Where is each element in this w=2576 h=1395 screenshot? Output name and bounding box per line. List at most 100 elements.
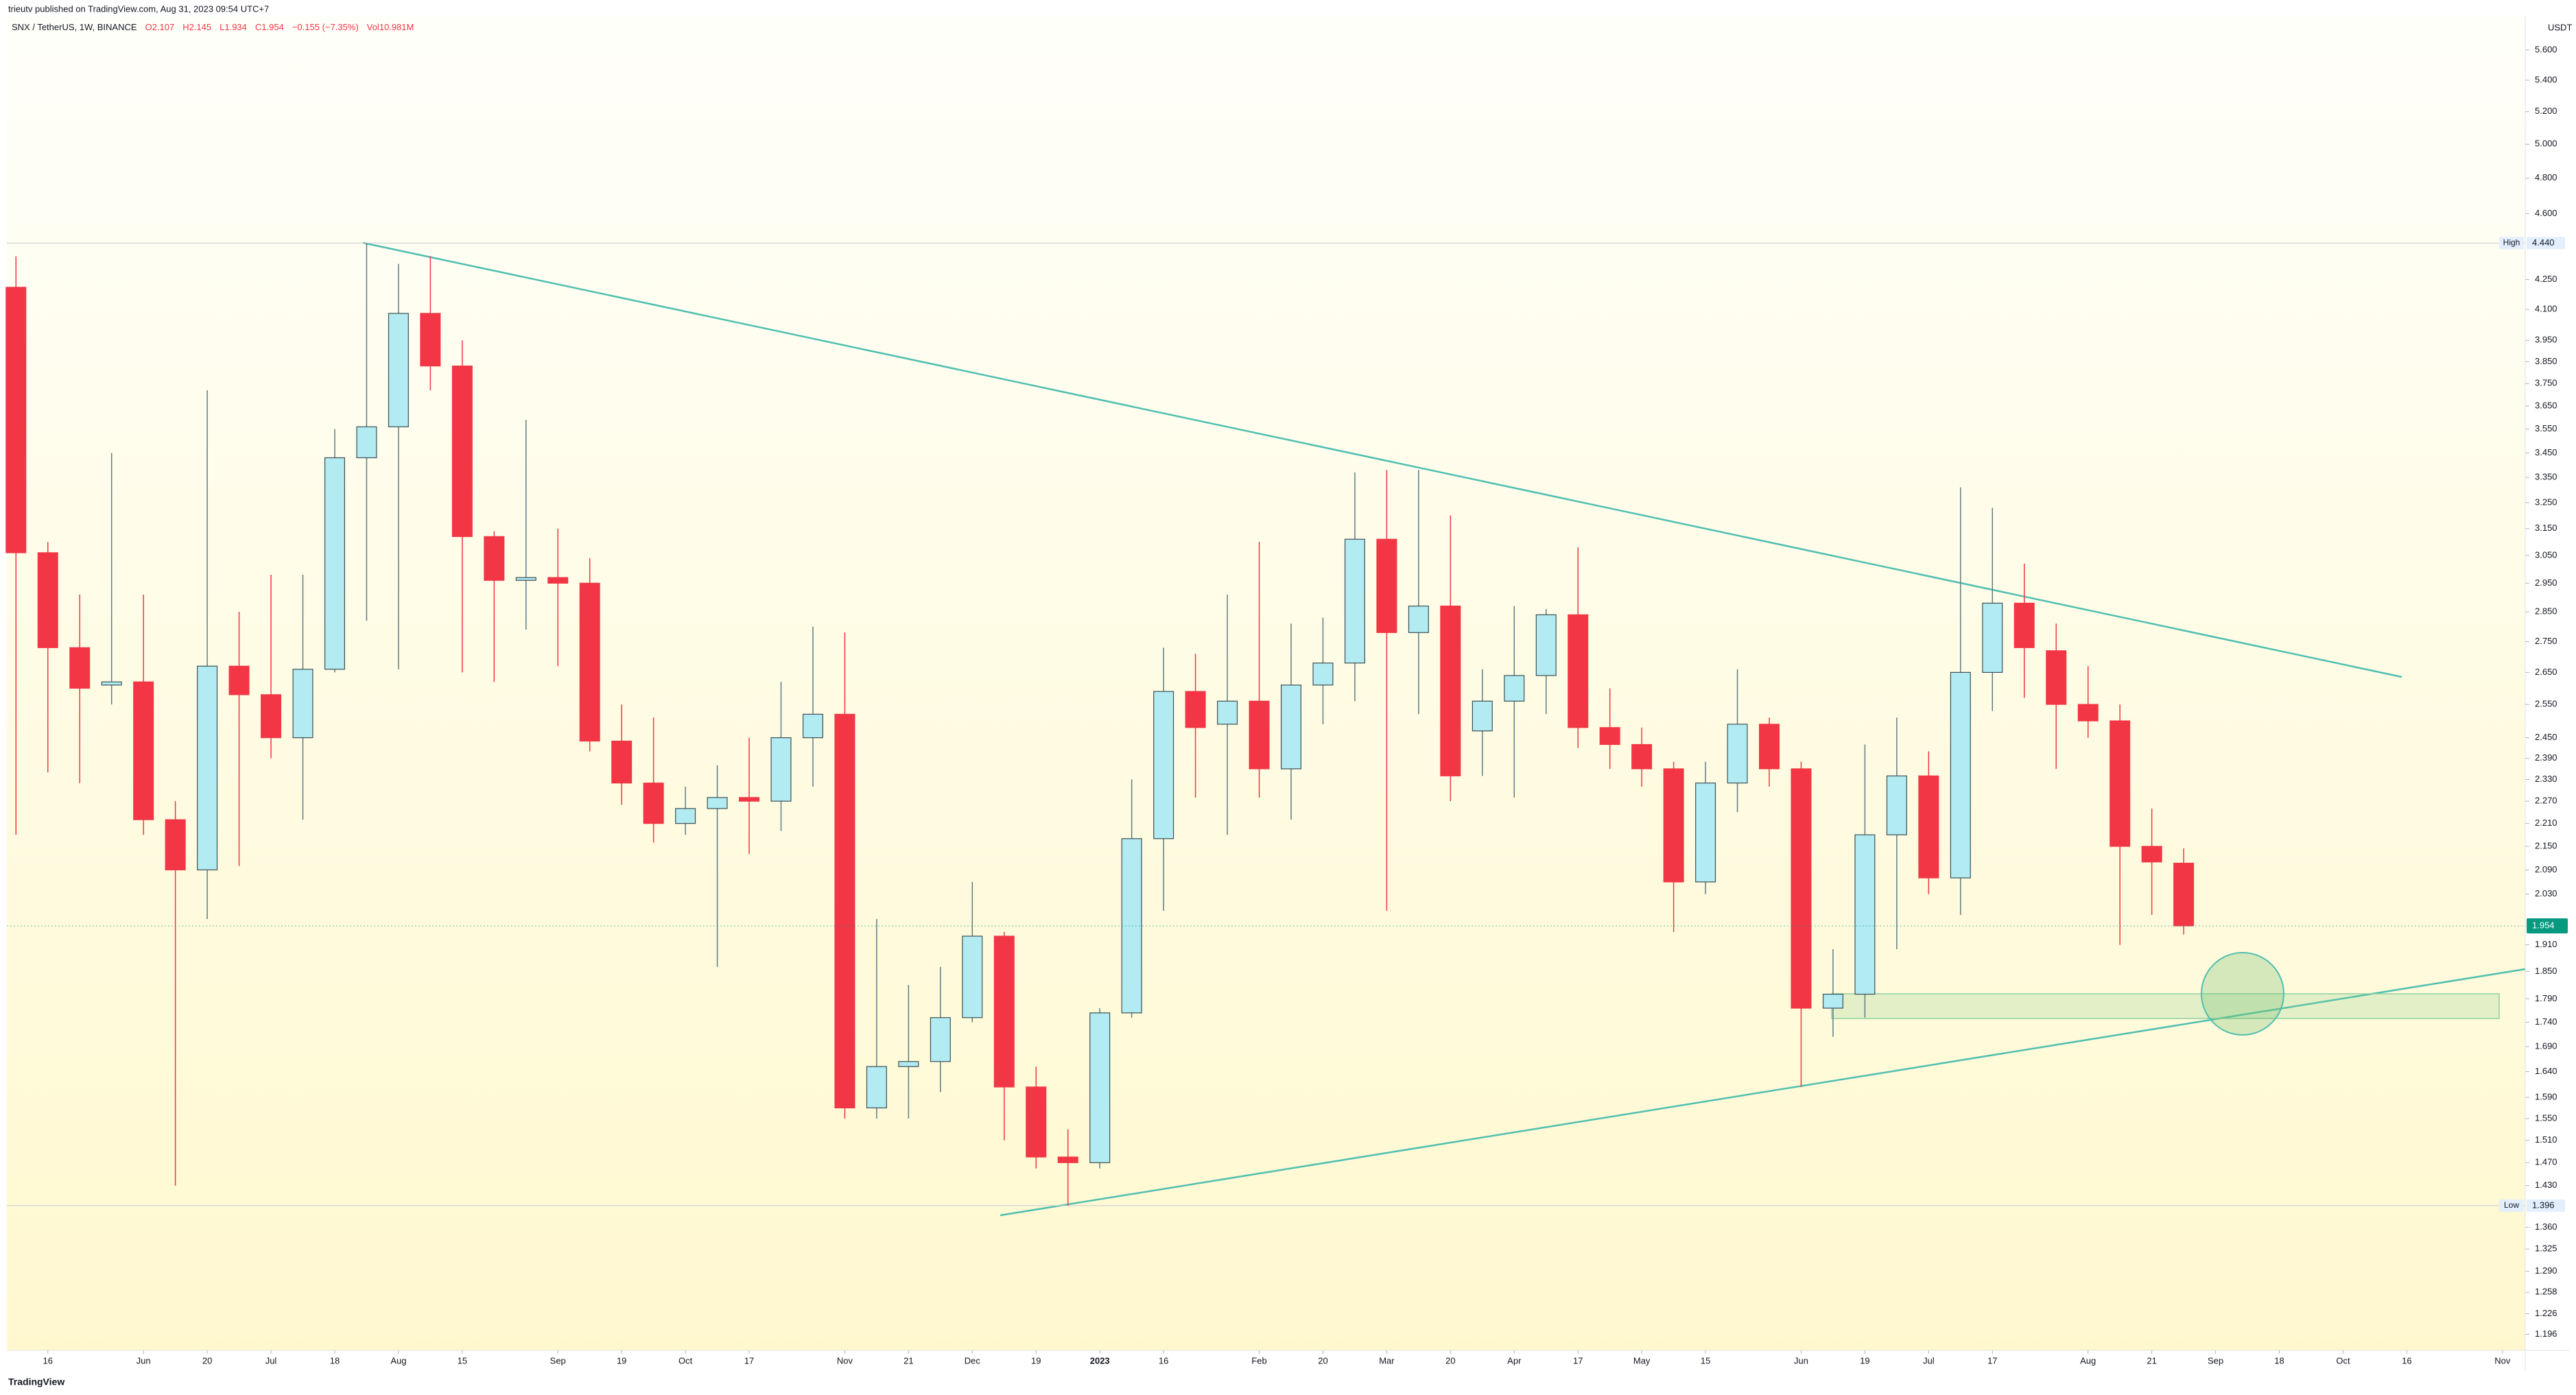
candle-body xyxy=(2013,602,2035,648)
x-tick-label: 20 xyxy=(1445,1355,1455,1366)
candle-body xyxy=(1217,700,1238,725)
candle-body xyxy=(2046,650,2067,705)
y-tick-label: 1.258 xyxy=(2535,1287,2557,1297)
x-tick-label: Aug xyxy=(2080,1355,2096,1366)
legend-item: C1.954 xyxy=(255,22,284,32)
y-tick-label: 3.150 xyxy=(2535,523,2557,533)
x-tick-label: Nov xyxy=(837,1355,853,1366)
y-tick-label: 2.650 xyxy=(2535,667,2557,677)
y-tick-label: 2.210 xyxy=(2535,818,2557,828)
y-tick-label: 1.430 xyxy=(2535,1180,2557,1190)
plot-background xyxy=(7,16,2525,1350)
candle-body xyxy=(1727,724,1748,784)
candle-body xyxy=(1281,684,1302,770)
candle-body xyxy=(1026,1086,1047,1158)
candle-body xyxy=(5,287,27,553)
marker-value-box xyxy=(2527,237,2565,250)
candle-body xyxy=(1249,700,1270,770)
y-tick-label: 1.550 xyxy=(2535,1112,2557,1123)
legend-item: O2.107 xyxy=(145,22,175,32)
candle-body xyxy=(547,577,569,584)
y-tick-label: 3.350 xyxy=(2535,472,2557,482)
x-tick-label: 19 xyxy=(1860,1355,1869,1366)
y-tick-label: 1.470 xyxy=(2535,1157,2557,1167)
y-tick-label: 2.850 xyxy=(2535,606,2557,617)
y-tick-label: 3.450 xyxy=(2535,447,2557,457)
candle-body xyxy=(1631,743,1653,770)
x-tick-label: Oct xyxy=(2336,1355,2350,1366)
x-tick-label: 18 xyxy=(2274,1355,2284,1366)
candle-body xyxy=(2173,862,2195,927)
legend-item: Vol10.981M xyxy=(367,22,414,32)
x-tick-label: Sep xyxy=(550,1355,566,1366)
candle-body xyxy=(993,935,1015,1088)
x-tick-label: May xyxy=(1633,1355,1651,1366)
candle-body xyxy=(1472,700,1493,732)
x-tick-label: 16 xyxy=(2402,1355,2411,1366)
x-tick-label: 15 xyxy=(458,1355,467,1366)
candle-body xyxy=(515,577,536,581)
brand-logo: TradingView xyxy=(8,1376,64,1387)
candle-body xyxy=(1121,838,1142,1014)
candle-body xyxy=(261,694,282,739)
candle-body xyxy=(962,935,983,1018)
x-tick-label: 17 xyxy=(1573,1355,1583,1366)
marker-name-box xyxy=(2499,237,2524,250)
legend-item: H2.145 xyxy=(182,22,211,32)
candle-body xyxy=(579,582,600,742)
x-tick-label: 17 xyxy=(1987,1355,1997,1366)
candle-body xyxy=(1663,768,1684,883)
x-tick-label: Sep xyxy=(2208,1355,2223,1366)
y-tick-label: 2.390 xyxy=(2535,752,2557,763)
candle-body xyxy=(1695,783,1716,883)
y-tick-label: 3.250 xyxy=(2535,497,2557,507)
candle-body xyxy=(643,783,664,824)
x-tick-label: 20 xyxy=(202,1355,212,1366)
x-tick-label: 17 xyxy=(744,1355,754,1366)
candle-body xyxy=(834,713,855,1108)
candle-body xyxy=(228,665,250,695)
y-tick-label: 1.790 xyxy=(2535,993,2557,1003)
marker-name-box xyxy=(2499,1199,2524,1212)
candle-body xyxy=(165,819,186,870)
x-tick-label: Jul xyxy=(1923,1355,1935,1366)
y-tick-label: 2.750 xyxy=(2535,636,2557,646)
marker-name: High xyxy=(2503,238,2520,248)
support-zone xyxy=(1831,993,2500,1019)
candle-body xyxy=(1440,606,1461,776)
candle-body xyxy=(133,681,154,820)
y-tick-label: 4.100 xyxy=(2535,303,2557,313)
y-tick-label: 4.250 xyxy=(2535,274,2557,284)
y-tick-label: 1.740 xyxy=(2535,1016,2557,1027)
candle-body xyxy=(1057,1156,1078,1163)
x-tick-label: Mar xyxy=(1379,1355,1395,1366)
marker-name: Low xyxy=(2504,1200,2519,1210)
y-tick-label: 1.590 xyxy=(2535,1091,2557,1101)
candle-body xyxy=(69,647,91,689)
marker-value-box xyxy=(2527,1199,2565,1212)
y-tick-label: 4.600 xyxy=(2535,208,2557,218)
y-tick-label: 3.650 xyxy=(2535,400,2557,410)
candle-body xyxy=(324,457,345,670)
unit-label: USDT xyxy=(2548,22,2572,32)
candles xyxy=(5,243,2195,1206)
candle-body xyxy=(1950,671,1971,879)
candle-body xyxy=(739,797,760,802)
x-tick-label: Feb xyxy=(1251,1355,1266,1366)
y-tick-label: 4.800 xyxy=(2535,172,2557,182)
y-tick-label: 1.850 xyxy=(2535,966,2557,976)
x-tick-label: 21 xyxy=(2147,1355,2156,1366)
y-tick-label: 2.450 xyxy=(2535,732,2557,742)
candle-body xyxy=(451,366,473,537)
marker-value: 1.396 xyxy=(2532,1200,2555,1210)
candle-body xyxy=(675,808,696,824)
marker-value: 4.440 xyxy=(2532,237,2555,248)
x-tick-label: Jul xyxy=(265,1355,277,1366)
candle-body xyxy=(1918,775,1939,879)
y-tick-label: 5.400 xyxy=(2535,74,2557,84)
candle-body xyxy=(1822,993,1843,1009)
lower-trendline xyxy=(1000,968,2526,1217)
x-tick-label: Oct xyxy=(678,1355,693,1366)
x-tick-label: 15 xyxy=(1701,1355,1710,1366)
